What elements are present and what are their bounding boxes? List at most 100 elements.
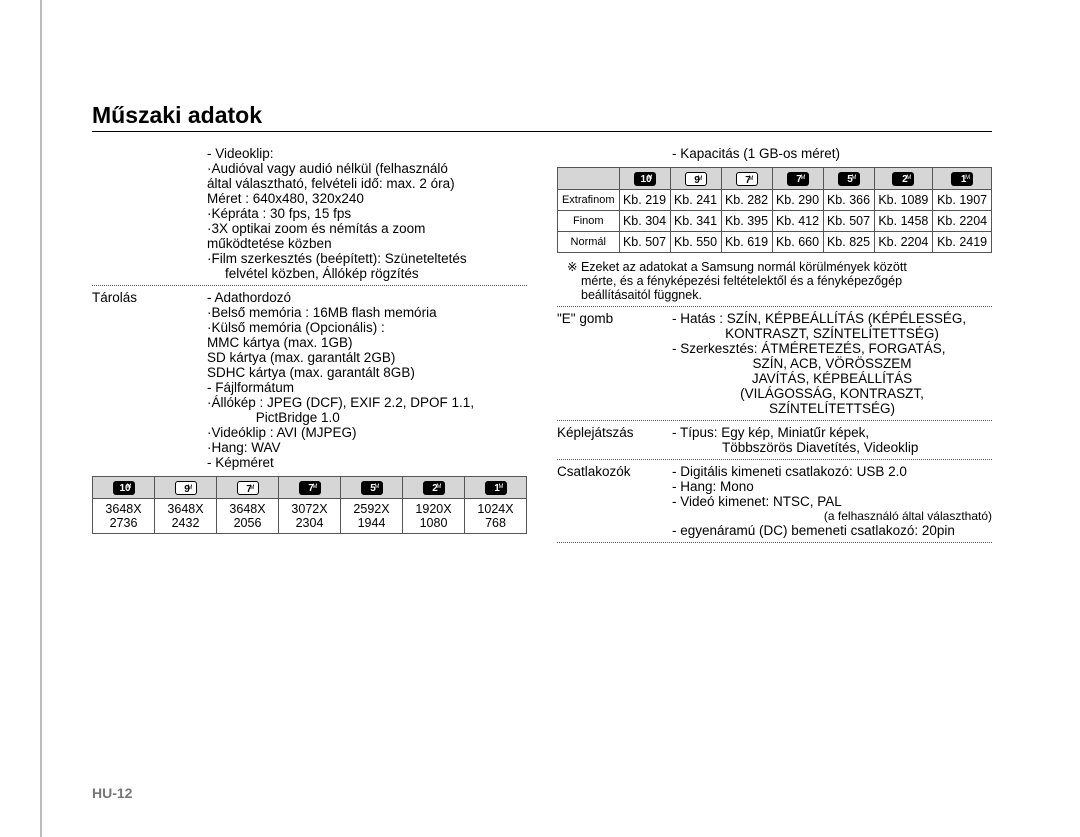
e-gomb-line: SZÍN, ACB, VÖRÖSSZEM [672, 356, 992, 371]
megapixel-icon: 5M [361, 481, 383, 495]
size-table-cell: 2592X1944 [341, 498, 403, 533]
csatlakozok-line: - Digitális kimeneti csatlakozó: USB 2.0 [672, 464, 992, 479]
size-table-cell: 3648X2432 [155, 498, 217, 533]
e-gomb-line: - Szerkesztés: ÁTMÉRETEZÉS, FORGATÁS, [672, 341, 992, 356]
cap-table-cell: Kb. 660 [772, 231, 823, 252]
page-title: Műszaki adatok [92, 102, 992, 132]
videoklip-line: Méret : 640x480, 320x240 [207, 191, 527, 206]
size-table-header: 7M [279, 477, 341, 499]
e-gomb-line: - Hatás : SZÍN, KÉPBEÁLLÍTÁS (KÉPÉLESSÉG… [672, 311, 992, 326]
csatlakozok-label: Csatlakozók [557, 464, 672, 538]
size-table-cell: 1920X1080 [403, 498, 465, 533]
e-gomb-label: "E" gomb [557, 311, 672, 416]
size-table-cell: 3072X2304 [279, 498, 341, 533]
adathordozo-line: SD kártya (max. garantált 2GB) [207, 350, 527, 365]
videoklip-line: ·Képráta : 30 fps, 15 fps [207, 206, 527, 221]
cap-table-cell: Kb. 366 [823, 189, 874, 210]
cap-table-cell: Kb. 219 [619, 189, 670, 210]
spec-page: Műszaki adatok - Videoklip: ·Audióval va… [92, 102, 992, 547]
adathordozo-line: SDHC kártya (max. garantált 8GB) [207, 365, 527, 380]
fajlformatum-line: PictBridge 1.0 [207, 410, 527, 425]
csatlakozok-line: - Videó kimenet: NTSC, PAL [672, 494, 992, 509]
cap-row-label: Normál [558, 231, 620, 252]
size-table-header: 1M [465, 477, 527, 499]
fajlformatum-line: ·Hang: WAV [207, 440, 527, 455]
cap-table-cell: Kb. 290 [772, 189, 823, 210]
megapixel-icon: 9M [175, 481, 197, 495]
videoklip-line: ·Film szerkesztés (beépített): Szünetelt… [207, 251, 527, 266]
videoklip-line: működtetése közben [207, 236, 527, 251]
cap-table-cell: Kb. 550 [670, 231, 721, 252]
cap-table-cell: Kb. 619 [721, 231, 772, 252]
videoklip-line: által választható, felvételi idő: max. 2… [207, 176, 527, 191]
megapixel-icon: 7M [787, 172, 809, 186]
megapixel-icon: 10M [634, 172, 656, 186]
e-gomb-line: JAVÍTÁS, KÉPBEÁLLÍTÁS [672, 371, 992, 386]
kepmeret-label: - Képméret [207, 455, 527, 470]
cap-table-cell: Kb. 341 [670, 210, 721, 231]
megapixel-icon: 1M [485, 481, 507, 495]
megapixel-icon: 10M [113, 481, 135, 495]
cap-table-header: 1M [933, 168, 992, 190]
megapixel-icon: 5M [838, 172, 860, 186]
capacity-note: ※ Ezeket az adatokat a Samsung normál kö… [557, 259, 992, 302]
cap-table-header: 9M [670, 168, 721, 190]
cap-table-cell: Kb. 507 [619, 231, 670, 252]
cap-table-header: 7M [721, 168, 772, 190]
size-table-header: 7M [217, 477, 279, 499]
cap-row-label: Extrafinom [558, 189, 620, 210]
adathordozo-line: ·Belső memória : 16MB flash memória [207, 305, 527, 320]
cap-table-header: 5M [823, 168, 874, 190]
cap-table-cell: Kb. 2419 [933, 231, 992, 252]
videoklip-line: ·3X optikai zoom és némítás a zoom [207, 221, 527, 236]
megapixel-icon: 7M [299, 481, 321, 495]
kapacitas-label: - Kapacitás (1 GB-os méret) [672, 146, 992, 161]
size-table-header: 5M [341, 477, 403, 499]
size-table-header: 10M [93, 477, 155, 499]
size-table-header: 2M [403, 477, 465, 499]
keplejatszas-label: Képlejátszás [557, 425, 672, 455]
cap-table-header: 7M [772, 168, 823, 190]
csatlakozok-line: - egyenáramú (DC) bemeneti csatlakozó: 2… [672, 523, 992, 538]
fajlformatum-label: - Fájlformátum [207, 380, 527, 395]
size-table-cell: 3648X2056 [217, 498, 279, 533]
cap-table-cell: Kb. 282 [721, 189, 772, 210]
megapixel-icon: 7M [237, 481, 259, 495]
csatlakozok-note: (a felhasználó által választható) [672, 509, 992, 523]
cap-table-header: 2M [874, 168, 933, 190]
megapixel-icon: 1M [951, 172, 973, 186]
fajlformatum-line: ·Állókép : JPEG (DCF), EXIF 2.2, DPOF 1.… [207, 395, 527, 410]
cap-table-cell: Kb. 1089 [874, 189, 933, 210]
fajlformatum-line: ·Videóklip : AVI (MJPEG) [207, 425, 527, 440]
cap-table-cell: Kb. 412 [772, 210, 823, 231]
adathordozo-label: - Adathordozó [207, 290, 527, 305]
megapixel-icon: 9M [685, 172, 707, 186]
adathordozo-line: MMC kártya (max. 1GB) [207, 335, 527, 350]
image-size-table: 10M 9M 7M 7M 5M 2M 1M 3648X27363648X24323648X2… [92, 476, 527, 534]
size-table-header: 9M [155, 477, 217, 499]
cap-table-cell: Kb. 395 [721, 210, 772, 231]
cap-table-cell: Kb. 507 [823, 210, 874, 231]
megapixel-icon: 2M [423, 481, 445, 495]
e-gomb-line: SZÍNTELÍTETTSÉG) [672, 401, 992, 416]
cap-table-header: 10M [619, 168, 670, 190]
megapixel-icon: 7M [736, 172, 758, 186]
tarolas-label: Tárolás [92, 290, 207, 470]
cap-table-cell: Kb. 241 [670, 189, 721, 210]
size-table-cell: 1024X768 [465, 498, 527, 533]
cap-table-cell: Kb. 2204 [874, 231, 933, 252]
cap-table-cell: Kb. 2204 [933, 210, 992, 231]
videoklip-line: felvétel közben, Állókép rögzítés [207, 266, 527, 281]
size-table-cell: 3648X2736 [93, 498, 155, 533]
e-gomb-line: KONTRASZT, SZÍNTELÍTETTSÉG) [672, 326, 992, 341]
left-column: - Videoklip: ·Audióval vagy audió nélkül… [92, 146, 527, 547]
keplejatszas-line: Többszörös Diavetítés, Videoklip [672, 440, 992, 455]
capacity-table: 10M9M7M7M5M2M1M ExtrafinomKb. 219Kb. 241… [557, 167, 992, 253]
videoklip-line: ·Audióval vagy audió nélkül (felhasználó [207, 161, 527, 176]
videoklip-label: - Videoklip: [207, 146, 527, 161]
cap-table-cell: Kb. 1907 [933, 189, 992, 210]
adathordozo-line: ·Külső memória (Opcionális) : [207, 320, 527, 335]
page-number: HU-12 [92, 785, 132, 801]
cap-table-cell: Kb. 825 [823, 231, 874, 252]
keplejatszas-line: - Típus: Egy kép, Miniatűr képek, [672, 425, 992, 440]
